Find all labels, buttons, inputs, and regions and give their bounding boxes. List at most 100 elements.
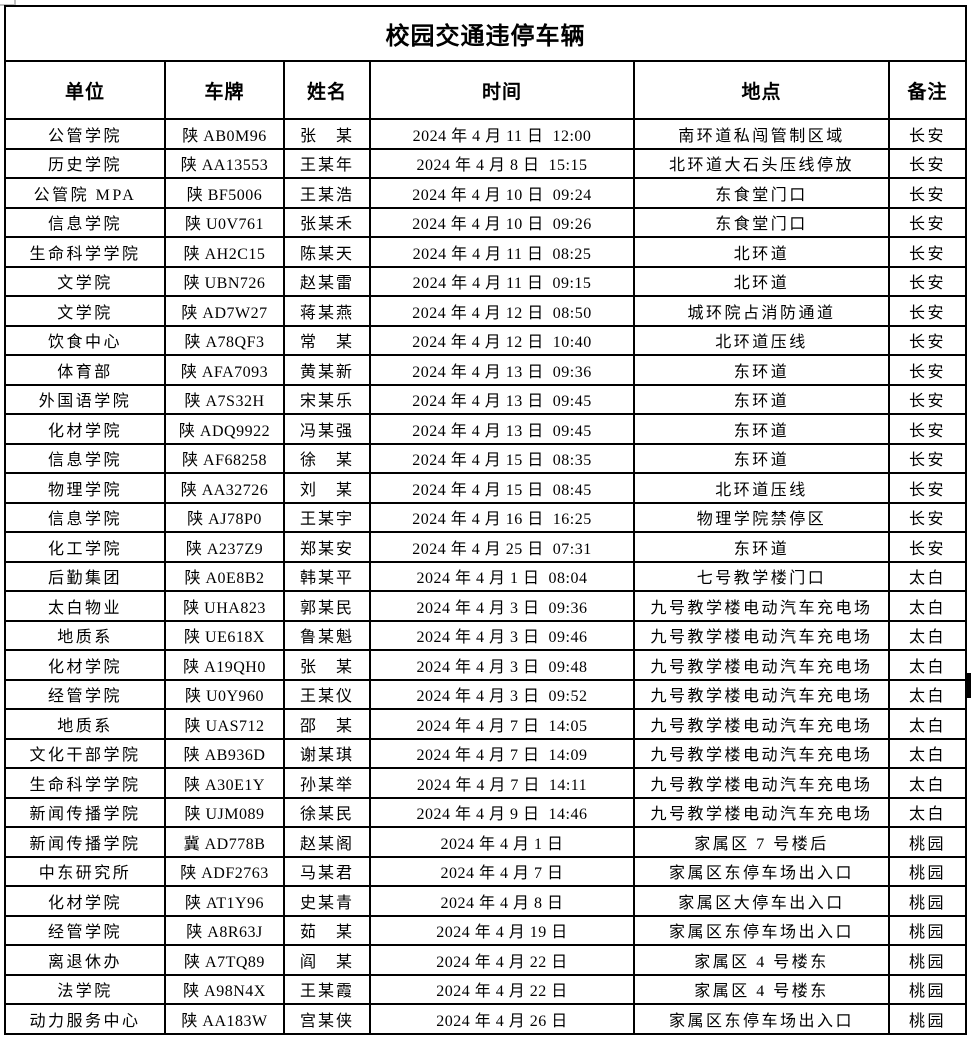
cell-time: 2024 年 4 月 3 日 09:52	[369, 678, 635, 710]
table-row: 动力服务中心陕 AA183W 宫某侠 2024 年 4 月 26 日家属区东停车场出…	[4, 1003, 968, 1035]
cell-time: 2024 年 4 月 16 日 16:25	[369, 501, 635, 533]
column-header-location: 地点	[633, 60, 890, 120]
cell-location: 九号教学楼电动汽车充电场	[633, 796, 890, 828]
cell-note: 桃园	[887, 885, 968, 917]
table-row: 地质系陕 UE618X 鲁某魁 2024 年 4 月 3 日 09:46 九号教学楼电…	[4, 619, 968, 651]
cell-unit: 信息学院	[4, 501, 166, 533]
cell-note: 长安	[887, 531, 968, 563]
cell-note: 长安	[887, 236, 968, 268]
cell-name: 孙某举	[283, 767, 371, 799]
table-row: 文学院陕 UBN726 赵某雷 2024 年 4 月 11 日 09:15 北环道 长安	[4, 265, 968, 297]
table-row: 历史学院陕 AA13553 王某年 2024 年 4 月 8 日 15:15 北环道大…	[4, 147, 968, 179]
cell-plate: 陕 U0V761	[164, 206, 285, 238]
cell-time: 2024 年 4 月 7 日 14:11	[369, 767, 635, 799]
cell-location: 南环道私闯管制区域	[633, 118, 890, 150]
cell-location: 家属区东停车场出入口	[633, 855, 890, 887]
cell-note: 长安	[887, 501, 968, 533]
cell-plate: 陕 A8R63J	[164, 914, 285, 946]
cell-location: 七号教学楼门口	[633, 560, 890, 592]
cell-plate: 陕 AA13553	[164, 147, 285, 179]
cell-unit: 生命科学学院	[4, 767, 166, 799]
table-row: 信息学院陕 AJ78P0 王某宇 2024 年 4 月 16 日 16:25 物理学院…	[4, 501, 968, 533]
cell-plate: 陕 ADF2763	[164, 855, 285, 887]
spreadsheet-cell-remnant	[0, 4, 16, 6]
cell-location: 城环院占消防通道	[633, 295, 890, 327]
table-row: 后勤集团陕 A0E8B2 韩某平 2024 年 4 月 1 日 08:04 七号教学楼…	[4, 560, 968, 592]
cell-time: 2024 年 4 月 15 日 08:35	[369, 442, 635, 474]
cell-location: 东环道	[633, 354, 890, 386]
cell-plate: 陕 A78QF3	[164, 324, 285, 356]
cell-location: 九号教学楼电动汽车充电场	[633, 737, 890, 769]
cell-plate: 陕 UBN726	[164, 265, 285, 297]
table-row: 化材学院陕 AT1Y96 史某青 2024 年 4 月 8 日家属区大停车出入口 桃园	[4, 885, 968, 917]
cell-note: 长安	[887, 383, 968, 415]
table-row: 外国语学院陕 A7S32H 宋某乐 2024 年 4 月 13 日 09:45 东环道…	[4, 383, 968, 415]
cell-plate: 陕 AB0M96	[164, 118, 285, 150]
table-row: 物理学院陕 AA32726 刘 某 2024 年 4 月 15 日 08:45 北环道…	[4, 472, 968, 504]
cell-note: 太白	[887, 590, 968, 622]
cell-unit: 历史学院	[4, 147, 166, 179]
cell-location: 家属区东停车场出入口	[633, 1003, 890, 1035]
cell-location: 九号教学楼电动汽车充电场	[633, 678, 890, 710]
cell-unit: 体育部	[4, 354, 166, 386]
column-header-plate: 车牌	[164, 60, 285, 120]
cell-time: 2024 年 4 月 13 日 09:36	[369, 354, 635, 386]
cell-name: 蒋某燕	[283, 295, 371, 327]
cell-time: 2024 年 4 月 1 日	[369, 826, 635, 858]
cell-location: 九号教学楼电动汽车充电场	[633, 590, 890, 622]
scrollbar-thumb[interactable]	[966, 673, 971, 698]
cell-name: 赵某阁	[283, 826, 371, 858]
cell-note: 桃园	[887, 914, 968, 946]
cell-plate: 陕 A98N4X	[164, 973, 285, 1005]
cell-time: 2024 年 4 月 10 日 09:24	[369, 177, 635, 209]
cell-note: 桃园	[887, 944, 968, 976]
cell-plate: 陕 UE618X	[164, 619, 285, 651]
cell-name: 刘 某	[283, 472, 371, 504]
cell-name: 谢某琪	[283, 737, 371, 769]
cell-unit: 离退休办	[4, 944, 166, 976]
cell-note: 桃园	[887, 973, 968, 1005]
cell-time: 2024 年 4 月 26 日	[369, 1003, 635, 1035]
cell-time: 2024 年 4 月 8 日	[369, 885, 635, 917]
cell-name: 宫某侠	[283, 1003, 371, 1035]
table-row: 化材学院陕 ADQ9922 冯某强 2024 年 4 月 13 日 09:45 东环道…	[4, 413, 968, 445]
table-row: 新闻传播学院陕 UJM089 徐某民 2024 年 4 月 9 日 14:46 九号教…	[4, 796, 968, 828]
cell-location: 北环道	[633, 265, 890, 297]
cell-unit: 后勤集团	[4, 560, 166, 592]
cell-name: 王某宇	[283, 501, 371, 533]
cell-note: 太白	[887, 737, 968, 769]
cell-time: 2024 年 4 月 9 日 14:46	[369, 796, 635, 828]
cell-time: 2024 年 4 月 7 日	[369, 855, 635, 887]
cell-plate: 陕 AJ78P0	[164, 501, 285, 533]
cell-plate: 陕 A7TQ89	[164, 944, 285, 976]
column-header-note: 备注	[887, 60, 968, 120]
cell-time: 2024 年 4 月 12 日 08:50	[369, 295, 635, 327]
cell-note: 桃园	[887, 855, 968, 887]
cell-time: 2024 年 4 月 3 日 09:48	[369, 649, 635, 681]
cell-name: 王某霞	[283, 973, 371, 1005]
cell-plate: 陕 A19QH0	[164, 649, 285, 681]
table-row: 经管学院陕 A8R63J 茹 某 2024 年 4 月 19 日家属区东停车场出入口…	[4, 914, 968, 946]
cell-time: 2024 年 4 月 7 日 14:05	[369, 708, 635, 740]
cell-location: 物理学院禁停区	[633, 501, 890, 533]
cell-unit: 化材学院	[4, 649, 166, 681]
cell-time: 2024 年 4 月 11 日 12:00	[369, 118, 635, 150]
cell-location: 北环道大石头压线停放	[633, 147, 890, 179]
cell-time: 2024 年 4 月 13 日 09:45	[369, 383, 635, 415]
cell-plate: 陕 UAS712	[164, 708, 285, 740]
cell-plate: 陕 AT1Y96	[164, 885, 285, 917]
cell-note: 长安	[887, 324, 968, 356]
cell-unit: 物理学院	[4, 472, 166, 504]
cell-unit: 化材学院	[4, 413, 166, 445]
cell-name: 王某年	[283, 147, 371, 179]
cell-location: 九号教学楼电动汽车充电场	[633, 708, 890, 740]
cell-unit: 化材学院	[4, 885, 166, 917]
cell-plate: 陕 U0Y960	[164, 678, 285, 710]
cell-name: 陈某天	[283, 236, 371, 268]
table-row: 离退休办陕 A7TQ89 阎 某 2024 年 4 月 22 日家属区 4 号楼东桃…	[4, 944, 968, 976]
table-row: 化材学院陕 A19QH0 张 某 2024 年 4 月 3 日 09:48 九号教学楼…	[4, 649, 968, 681]
table-title-row: 校园交通违停车辆	[3, 5, 968, 62]
table-row: 公管院 MPA 陕 BF5006 王某浩 2024 年 4 月 10 日 09:24 东…	[4, 177, 968, 209]
table-row: 信息学院陕 AF68258 徐 某 2024 年 4 月 15 日 08:35 东环道…	[4, 442, 968, 474]
cell-plate: 陕 A0E8B2	[164, 560, 285, 592]
